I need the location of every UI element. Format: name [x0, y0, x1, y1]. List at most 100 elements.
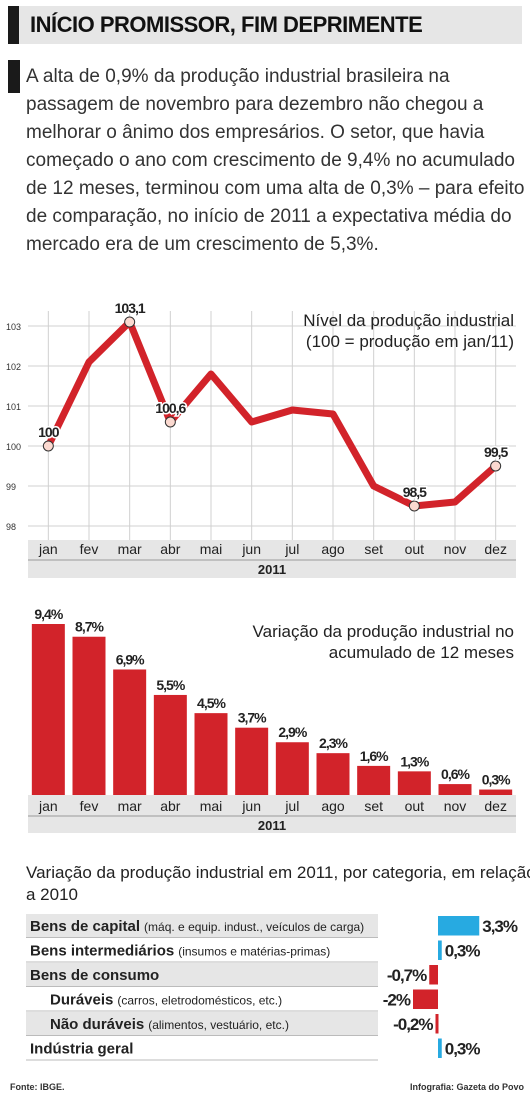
row-background: [26, 987, 378, 1011]
x-tick-label: jun: [241, 541, 261, 557]
data-label: 99,5: [484, 444, 508, 460]
x-tick-label: mai: [200, 541, 223, 557]
x-tick-label: mar: [118, 798, 142, 814]
bar-value-label: 3,3%: [482, 917, 518, 936]
bar: [113, 669, 147, 795]
x-tick-label: nov: [444, 541, 467, 557]
series-line: [44, 318, 500, 510]
chart-subtitle: (100 = produção em jan/11): [306, 332, 514, 351]
bar: [275, 742, 309, 795]
bar-chart: 9,4% jan 8,7% fev 6,9% mar 5,5% abr 4,5% mai 3,7% j…: [28, 606, 516, 833]
y-tick-label: 100: [6, 442, 21, 452]
bar: [357, 765, 391, 795]
bar-value-label: 8,7%: [75, 619, 104, 635]
x-tick-label: jul: [284, 541, 299, 557]
row-label-detail: (máq. e equip. indust., veículos de carg…: [144, 920, 364, 934]
bar: [438, 784, 472, 795]
x-tick-label: set: [364, 541, 383, 557]
bar-value-label: 5,5%: [156, 677, 185, 693]
bar-value-label: 0,3%: [445, 1040, 481, 1059]
bar-value-label: 2,9%: [278, 724, 307, 740]
bar: [31, 624, 65, 795]
row-label: Não duráveis (alimentos, vestuário, etc.): [50, 1016, 289, 1033]
bar: [397, 771, 431, 795]
x-axis-band: [28, 795, 516, 833]
bar-value-label: -2%: [383, 991, 411, 1010]
chart-title: Variação da produção industrial no: [253, 622, 514, 641]
data-point: [42, 440, 54, 452]
row-label: Bens intermediários (insumos e matérias-p…: [30, 943, 330, 960]
x-tick-label: jan: [38, 798, 58, 814]
row-background: [26, 1036, 378, 1060]
x-tick-label: jun: [241, 798, 261, 814]
y-tick-label: 101: [6, 402, 21, 412]
x-tick-label: set: [364, 798, 383, 814]
row-label-detail: (carros, eletrodomésticos, etc.): [117, 994, 282, 1008]
bar: [438, 916, 480, 936]
chart-subtitle: acumulado de 12 meses: [329, 643, 514, 662]
category-chart: Variação da produção industrial em 2011,…: [26, 863, 530, 1061]
bar: [438, 940, 442, 960]
line-chart: 98 99 100 101 102 103 jan fev mar abr mai jun jul ago…: [6, 299, 516, 578]
data-label: 103,1: [115, 300, 146, 316]
x-tick-label: fev: [80, 798, 99, 814]
y-tick-label: 103: [6, 322, 21, 332]
bar-value-label: -0,2%: [393, 1015, 433, 1034]
data-label: 100: [38, 424, 60, 440]
intro-text: A alta de 0,9% da produção industrial br…: [26, 66, 525, 255]
data-point: [408, 500, 420, 512]
x-tick-label: ago: [321, 798, 345, 814]
bar-value-label: -0,7%: [387, 966, 427, 985]
bar-value-label: 3,7%: [238, 710, 267, 726]
x-tick-label: abr: [160, 798, 181, 814]
x-tick-label: dez: [484, 798, 507, 814]
row-label-detail: (alimentos, vestuário, etc.): [148, 1018, 289, 1032]
x-tick-label: out: [405, 798, 425, 814]
bar-value-label: 0,3%: [445, 942, 481, 961]
bar: [72, 636, 106, 795]
row-label-name: Duráveis: [50, 992, 113, 1009]
x-tick-label: mar: [118, 541, 142, 557]
bar: [479, 789, 513, 795]
bar-value-label: 4,5%: [197, 695, 226, 711]
row-label: Duráveis (carros, eletrodomésticos, etc.): [50, 992, 282, 1009]
bar-value-label: 2,3%: [319, 735, 348, 751]
x-tick-label: out: [405, 541, 425, 557]
x-tick-label: dez: [484, 541, 507, 557]
x-tick-label: jan: [38, 541, 58, 557]
row-label: Indústria geral: [30, 1041, 133, 1058]
row-background: [26, 963, 378, 987]
bar: [235, 727, 269, 795]
x-tick-label: abr: [160, 541, 181, 557]
y-tick-label: 99: [6, 482, 16, 492]
y-tick-label: 98: [6, 522, 16, 532]
y-tick-label: 102: [6, 362, 21, 372]
bar: [194, 713, 228, 795]
page-title: INÍCIO PROMISSOR, FIM DEPRIMENTE: [30, 12, 423, 37]
x-tick-label: jul: [284, 798, 299, 814]
row-label-detail: (insumos e matérias-primas): [178, 945, 330, 959]
row-label: Bens de capital (máq. e equip. indust., v…: [30, 918, 364, 935]
credit-note: Infografia: Gazeta do Povo: [409, 1082, 524, 1092]
bar-value-label: 0,6%: [441, 766, 470, 782]
row-label: Bens de consumo: [30, 967, 159, 984]
row-background: [26, 914, 378, 938]
header: INÍCIO PROMISSOR, FIM DEPRIMENTE: [8, 6, 522, 44]
bar: [153, 694, 187, 795]
row-background: [26, 1012, 378, 1036]
chart-title-line1: Variação da produção industrial em 2011,…: [26, 863, 530, 882]
row-label-name: Bens intermediários: [30, 943, 174, 960]
bar: [429, 965, 438, 985]
bar: [316, 753, 350, 795]
row-label-name: Indústria geral: [30, 1041, 133, 1058]
x-tick-label: mai: [200, 798, 223, 814]
x-axis-label: 2011: [258, 562, 286, 577]
x-axis-label: 2011: [258, 818, 286, 833]
intro-accent-bar: [8, 60, 20, 93]
data-point: [124, 316, 136, 328]
bar-value-label: 9,4%: [34, 606, 63, 622]
bar-value-label: 1,6%: [360, 748, 389, 764]
bar: [435, 1014, 439, 1034]
bar: [413, 989, 438, 1009]
row-background: [26, 938, 378, 962]
